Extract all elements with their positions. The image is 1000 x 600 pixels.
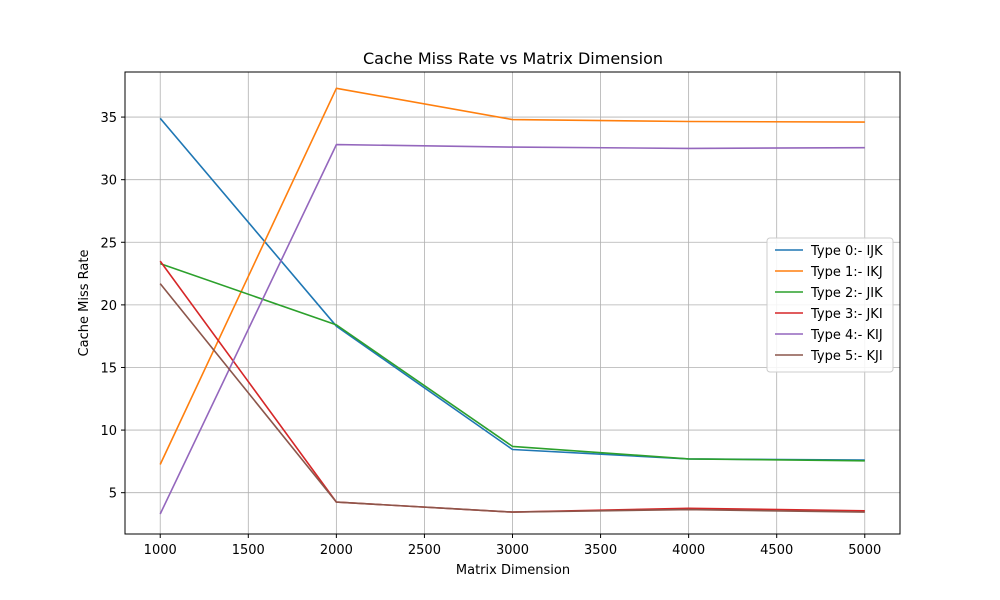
- x-tick-label: 4500: [760, 543, 793, 558]
- y-tick-label: 25: [100, 236, 117, 251]
- series-line-2: [159, 262, 865, 462]
- chart-title: Cache Miss Rate vs Matrix Dimension: [363, 49, 663, 68]
- x-tick-label: 3500: [584, 543, 617, 558]
- legend-label: Type 2:- JIK: [810, 286, 883, 301]
- y-tick-label: 20: [100, 299, 117, 314]
- y-tick-label: 15: [100, 361, 117, 376]
- series-line-1: [159, 87, 865, 465]
- legend-label: Type 3:- JKI: [810, 307, 883, 322]
- x-tick-label: 1500: [232, 543, 265, 558]
- y-axis-label: Cache Miss Rate: [77, 250, 92, 357]
- series-line-4: [159, 143, 865, 515]
- y-tick-label: 10: [100, 424, 117, 439]
- x-axis-ticks: 1000 1500 2000 2500 3000 3500 4000 4500 5000: [144, 534, 881, 558]
- series-line-5: [159, 283, 865, 513]
- legend-label: Type 0:- IJK: [810, 244, 883, 259]
- y-tick-label: 5: [109, 487, 117, 502]
- x-tick-label: 2000: [320, 543, 353, 558]
- x-tick-label: 4000: [672, 543, 705, 558]
- y-tick-label: 30: [100, 174, 117, 189]
- legend: Type 0:- IJK Type 1:- IKJ Type 2:- JIK Type…: [766, 237, 894, 373]
- x-axis-label: Matrix Dimension: [456, 563, 570, 578]
- x-tick-label: 5000: [848, 543, 881, 558]
- x-tick-label: 3000: [496, 543, 529, 558]
- series-lines: [159, 87, 865, 515]
- y-tick-label: 35: [100, 111, 117, 126]
- legend-label: Type 5:- KJI: [810, 349, 883, 364]
- y-axis-ticks: 5 10 15 20 25 30 35: [100, 111, 125, 502]
- legend-label: Type 1:- IKJ: [810, 265, 883, 280]
- legend-label: Type 4:- KIJ: [810, 328, 883, 343]
- x-tick-label: 1000: [144, 543, 177, 558]
- x-tick-label: 2500: [408, 543, 441, 558]
